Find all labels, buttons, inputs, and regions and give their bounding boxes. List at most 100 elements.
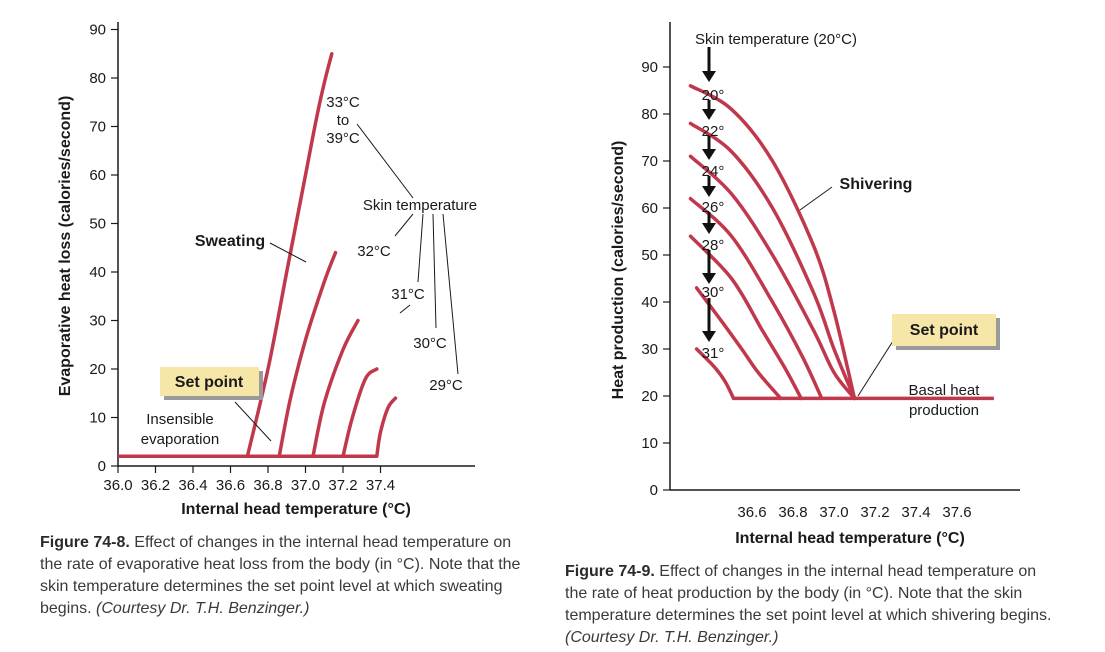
chart1-y-tick-label: 0	[98, 458, 106, 475]
chart2-series-6	[694, 347, 736, 401]
chart2-y-tick-label: 90	[641, 59, 658, 76]
chart1-set-point-box: Set point	[160, 367, 263, 400]
chart2-set-point-label: Set point	[910, 322, 979, 339]
chart1-x-axis-title: Internal head temperature (°C)	[181, 501, 411, 518]
chart1-series-1	[277, 250, 338, 459]
chart1-x-tick-label: 36.6	[216, 477, 245, 494]
label-insensible: Insensible	[146, 411, 214, 428]
label-39c: 39°C	[326, 130, 360, 147]
chart-evaporative-heat-loss: 0 10 20 30 40 50 60 70 80 90 36.0 36.2 36.4 36.6 36.8…	[57, 22, 477, 519]
chart2-arrow-head	[702, 331, 716, 342]
chart2-x-tick-label: 36.8	[778, 504, 807, 521]
chart2-series-label: 26°	[702, 199, 725, 216]
label-skin-temperature: Skin temperature	[363, 197, 477, 214]
caption-figure-74-8: Figure 74-8. Effect of changes in the in…	[40, 532, 540, 620]
chart2-y-tick-label: 30	[641, 341, 658, 358]
chart1-series-3	[341, 367, 379, 459]
chart2-x-tick-label: 37.2	[860, 504, 889, 521]
chart2-y-tick-label: 40	[641, 294, 658, 311]
chart2-series-label: 24°	[702, 163, 725, 180]
chart1-y-tick-label: 80	[89, 70, 106, 87]
chart2-y-tick-label: 50	[641, 247, 658, 264]
label-shivering: Shivering	[840, 176, 913, 193]
chart2-series-label: 28°	[702, 237, 725, 254]
chart2-series-5	[694, 286, 783, 401]
chart2-arrow-head	[702, 273, 716, 284]
chart1-y-tick-label: 70	[89, 119, 106, 136]
caption2-label: Figure 74-9.	[565, 563, 655, 580]
chart2-series-label: 31°	[702, 345, 725, 362]
caption2-line3: temperature determines the set point lev…	[565, 607, 1052, 624]
caption1-line4: begins.	[40, 600, 92, 617]
chart2-arrow-head	[702, 186, 716, 197]
chart2-x-axis-title: Internal head temperature (°C)	[735, 530, 965, 547]
chart2-x-tick-label: 37.6	[942, 504, 971, 521]
chart-heat-production: 0 10 20 30 40 50 60 70 80 90 36.6 36.8 37.0 37.2 37.4…	[610, 22, 1020, 547]
label-29c: 29°C	[429, 377, 463, 394]
caption2-credit: (Courtesy Dr. T.H. Benzinger.)	[565, 629, 779, 646]
label-production: production	[909, 402, 979, 419]
caption1-label: Figure 74-8.	[40, 534, 130, 551]
caption1-line3: skin temperature determines the set poin…	[40, 578, 503, 595]
caption2-line2: the rate of heat production by the body …	[565, 585, 1023, 602]
caption-figure-74-9: Figure 74-9. Effect of changes in the in…	[565, 561, 1095, 649]
chart1-y-tick-label: 20	[89, 361, 106, 378]
chart1-y-tick-label: 10	[89, 410, 106, 427]
chart2-arrow-head	[702, 109, 716, 120]
chart2-series-label: 20°	[702, 87, 725, 104]
label-to: to	[337, 112, 350, 129]
chart1-y-tick-label: 50	[89, 216, 106, 233]
label-sweating: Sweating	[195, 233, 265, 250]
label-basal-heat: Basal heat	[909, 382, 981, 399]
chart2-y-tick-label: 80	[641, 106, 658, 123]
chart2-set-point-box: Set point	[892, 314, 1000, 350]
chart1-x-tick-label: 36.4	[178, 477, 207, 494]
caption1-line2: the rate of evaporative heat loss from t…	[40, 556, 521, 573]
label-30c: 30°C	[413, 335, 447, 352]
chart2-arrow-head	[702, 149, 716, 160]
label-skin-temperature-20c: Skin temperature (20°C)	[695, 31, 857, 48]
chart2-series-label: 22°	[702, 123, 725, 140]
chart1-x-tick-label: 37.4	[366, 477, 395, 494]
chart2-y-axis-title: Heat production (calories/second)	[610, 141, 627, 400]
chart1-x-tick-label: 37.0	[291, 477, 320, 494]
chart2-arrow-head	[702, 71, 716, 82]
chart2-leader-lines	[799, 186, 894, 397]
chart2-x-tick-label: 36.6	[737, 504, 766, 521]
chart2-series-2	[688, 154, 857, 401]
chart2-series-label: 30°	[702, 284, 725, 301]
chart1-y-tick-label: 30	[89, 313, 106, 330]
chart2-series-4	[688, 234, 803, 401]
chart1-series-2	[311, 318, 360, 459]
chart2-x-tick-label: 37.4	[901, 504, 930, 521]
chart1-series-0	[245, 52, 334, 459]
chart2-y-tick-label: 0	[650, 482, 658, 499]
chart1-x-tick-label: 37.2	[328, 477, 357, 494]
chart2-series-0	[688, 84, 857, 401]
chart2-y-tick-label: 20	[641, 388, 658, 405]
chart2-y-tick-label: 70	[641, 153, 658, 170]
chart1-y-axis-title: Evaporative heat loss (calories/second)	[57, 96, 74, 397]
label-31c: 31°C	[391, 286, 425, 303]
caption2-line1: Effect of changes in the internal head t…	[659, 563, 1037, 580]
chart1-leader-lines	[234, 123, 459, 442]
chart1-x-tick-label: 36.8	[253, 477, 282, 494]
chart2-y-tick-label: 60	[641, 200, 658, 217]
chart1-y-tick-label: 90	[89, 22, 106, 39]
label-33c: 33°C	[326, 94, 360, 111]
chart2-series-1	[688, 121, 857, 401]
chart2-y-tick-label: 10	[641, 435, 658, 452]
chart1-x-tick-label: 36.0	[103, 477, 132, 494]
chart1-series-4	[375, 396, 398, 459]
caption1-credit: (Courtesy Dr. T.H. Benzinger.)	[96, 600, 310, 617]
chart2-x-tick-label: 37.0	[819, 504, 848, 521]
label-32c: 32°C	[357, 243, 391, 260]
chart1-y-tick-label: 60	[89, 167, 106, 184]
label-evaporation: evaporation	[141, 431, 219, 448]
chart1-x-tick-label: 36.2	[141, 477, 170, 494]
caption1-line1: Effect of changes in the internal head t…	[134, 534, 512, 551]
chart2-series-3	[688, 196, 824, 401]
chart1-set-point-label: Set point	[175, 374, 244, 391]
chart1-y-tick-label: 40	[89, 264, 106, 281]
